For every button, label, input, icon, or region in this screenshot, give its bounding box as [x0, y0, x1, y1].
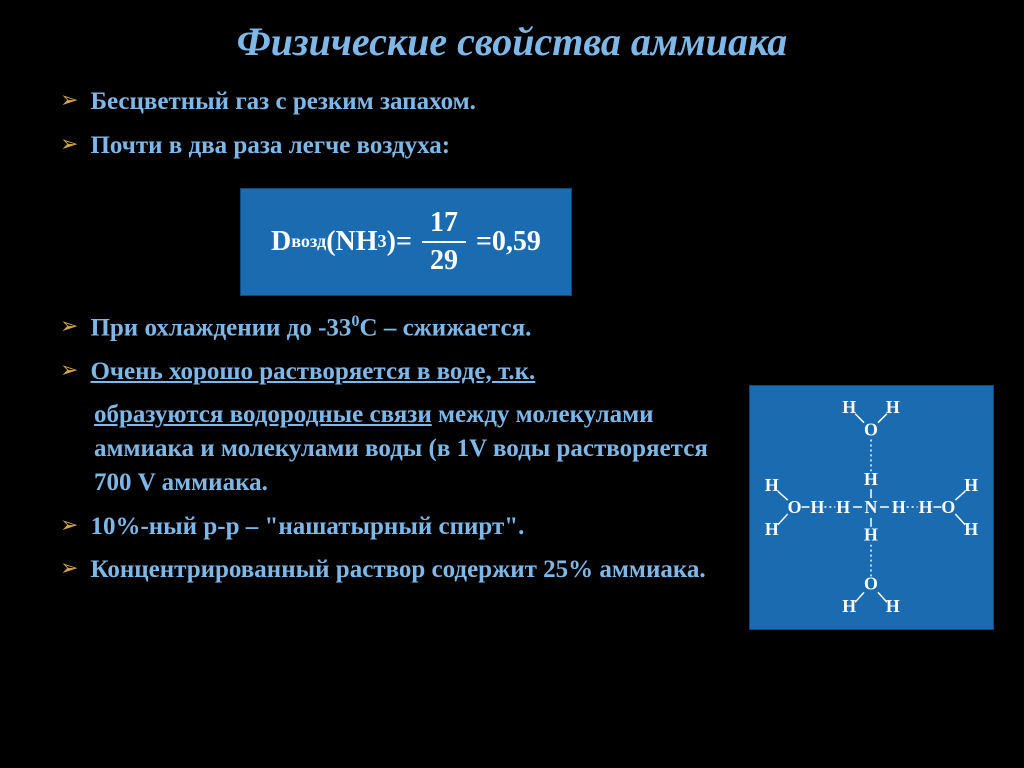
- formula-content: Dвозд(NH3) = 17 29 = 0,59: [271, 207, 541, 277]
- b4-underline1: Очень хорошо растворяется в воде, т.к.: [90, 358, 535, 385]
- bullet-6-text: Концентрированный раствор содержит 25% а…: [90, 553, 705, 587]
- atom-h: H: [765, 518, 779, 538]
- formula-close: ): [387, 226, 396, 258]
- formula-sub-air: возд: [291, 231, 326, 252]
- formula-result: 0,59: [492, 226, 541, 258]
- atom-h: H: [864, 524, 878, 544]
- formula-fraction: 17 29: [422, 207, 466, 277]
- density-formula: Dвозд(NH3) = 17 29 = 0,59: [240, 188, 572, 296]
- lower-text-column: ➢ Очень хорошо растворяется в воде, т.к.…: [60, 355, 749, 598]
- atom-h: H: [842, 596, 856, 616]
- bullet-3: ➢ При охлаждении до -330С – сжижается.: [60, 311, 984, 345]
- slide-content: ➢ Бесцветный газ с резким запахом. ➢ Поч…: [0, 65, 1024, 630]
- bullet-4-text: Очень хорошо растворяется в воде, т.к.: [90, 355, 535, 389]
- bullet-1-text: Бесцветный газ с резким запахом.: [90, 85, 476, 119]
- hbond-diagram-svg: N H H H H O H H O H H O H: [750, 386, 993, 629]
- lower-section: ➢ Очень хорошо растворяется в воде, т.к.…: [60, 355, 984, 630]
- bullet-marker-icon: ➢: [60, 311, 78, 342]
- b3-part1: При охлаждении до -33: [90, 314, 351, 341]
- atom-h: H: [919, 497, 933, 517]
- bullet-2: ➢ Почти в два раза легче воздуха:: [60, 129, 984, 163]
- atom-h: H: [964, 518, 978, 538]
- molecular-diagram: N H H H H O H H O H H O H: [749, 385, 994, 630]
- formula-sub-3: 3: [378, 231, 387, 252]
- atom-n: N: [865, 497, 878, 517]
- b3-part2: С – сжижается.: [360, 314, 532, 341]
- bullet-marker-icon: ➢: [60, 510, 78, 541]
- atom-h: H: [892, 497, 906, 517]
- atom-o: O: [788, 497, 802, 517]
- atom-h: H: [886, 596, 900, 616]
- bond: [955, 491, 965, 500]
- fraction-numerator: 17: [422, 207, 466, 243]
- bond: [778, 491, 788, 500]
- bullet-1: ➢ Бесцветный газ с резким запахом.: [60, 85, 984, 119]
- bullet-2-text: Почти в два раза легче воздуха:: [90, 129, 450, 163]
- slide-title: Физические свойства аммиака: [0, 0, 1024, 65]
- bullet-marker-icon: ➢: [60, 129, 78, 160]
- atom-h: H: [810, 497, 824, 517]
- bullet-3-text: При охлаждении до -330С – сжижается.: [90, 311, 531, 345]
- bullet-marker-icon: ➢: [60, 355, 78, 386]
- b3-degree: 0: [351, 312, 359, 330]
- bond: [855, 592, 864, 602]
- formula-eq1: =: [396, 226, 412, 258]
- formula-d: D: [271, 226, 291, 258]
- atom-o: O: [864, 419, 878, 439]
- atom-h: H: [864, 469, 878, 489]
- atom-h: H: [765, 475, 779, 495]
- bullet-5-text: 10%-ный р-р – "нашатырный спирт".: [90, 510, 524, 544]
- formula-nh: (NH: [326, 226, 377, 258]
- atom-h: H: [842, 396, 856, 416]
- bullet-marker-icon: ➢: [60, 85, 78, 116]
- bond: [878, 413, 887, 422]
- bullet-marker-icon: ➢: [60, 553, 78, 584]
- bullet-4: ➢ Очень хорошо растворяется в воде, т.к.: [60, 355, 729, 389]
- atom-h: H: [964, 475, 978, 495]
- bullet-6: ➢ Концентрированный раствор содержит 25%…: [60, 553, 729, 587]
- atom-h: H: [886, 396, 900, 416]
- b4-underline2: образуются водородные связи: [94, 401, 432, 428]
- bond: [855, 413, 864, 422]
- bond: [778, 514, 788, 525]
- formula-eq2: =: [476, 226, 492, 258]
- atom-h: H: [836, 497, 850, 517]
- atom-o: O: [941, 497, 955, 517]
- fraction-denominator: 29: [422, 243, 466, 277]
- bullet-4-cont: образуются водородные связи между молеку…: [94, 398, 729, 499]
- bullet-5: ➢ 10%-ный р-р – "нашатырный спирт".: [60, 510, 729, 544]
